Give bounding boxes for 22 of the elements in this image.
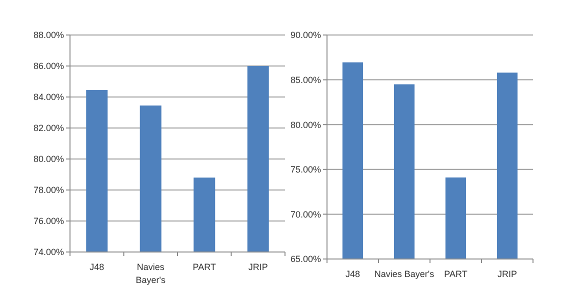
y-tick-label: 75.00% xyxy=(290,164,321,175)
y-tick-label: 70.00% xyxy=(290,209,321,220)
y-tick-label: 84.00% xyxy=(33,92,64,102)
y-tick-label: 90.00% xyxy=(290,30,321,40)
x-tick-label: Navies Bayer's xyxy=(374,269,435,279)
x-tick-label: Navies Bayer's xyxy=(136,262,166,285)
y-tick-label: 78.00% xyxy=(33,185,64,196)
y-tick-label: 88.00% xyxy=(33,30,64,40)
y-tick-label: 86.00% xyxy=(33,61,64,72)
y-tick-label: 82.00% xyxy=(33,123,64,134)
y-tick-label: 80.00% xyxy=(33,154,64,164)
x-tick-label: JRIP xyxy=(497,269,518,279)
y-tick-label: 74.00% xyxy=(33,247,64,258)
x-tick-label: PART xyxy=(444,269,468,279)
x-tick-label: PART xyxy=(192,262,216,272)
y-tick-label: 76.00% xyxy=(33,216,64,226)
x-tick-label: J48 xyxy=(90,262,104,272)
x-tick-label: JRIP xyxy=(248,262,268,272)
y-tick-label: 80.00% xyxy=(290,120,321,130)
x-tick-label: J48 xyxy=(345,269,360,279)
y-tick-label: 65.00% xyxy=(290,254,321,264)
y-tick-label: 85.00% xyxy=(290,74,321,85)
